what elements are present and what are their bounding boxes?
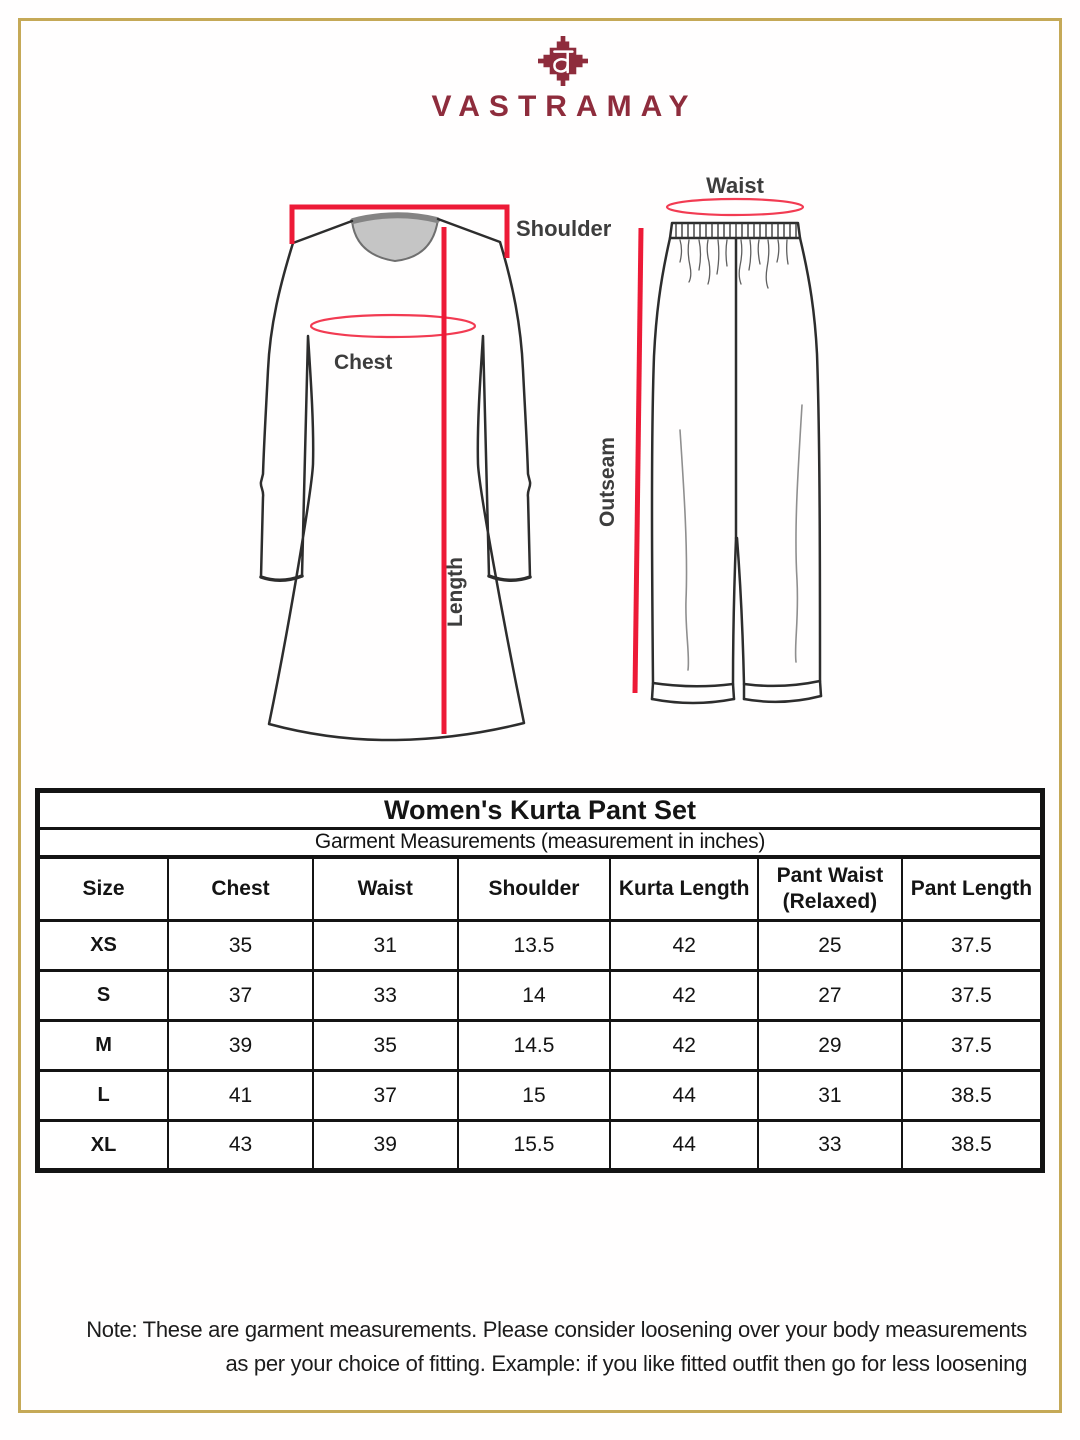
pants-right-outer (798, 236, 823, 698)
waist-label: Waist (706, 173, 765, 198)
pants-right-hem (742, 679, 823, 704)
pants-waistband-ticks (675, 223, 797, 238)
pants-left-hem (650, 681, 736, 705)
cell-chest: 43 (167, 1119, 314, 1172)
cell-kurta-length: 42 (609, 1019, 760, 1072)
note-line-2: as per your choice of fitting. Example: … (225, 1351, 1027, 1376)
cell-chest: 41 (167, 1069, 314, 1122)
cell-waist: 37 (311, 1069, 459, 1122)
cell-pant-waist: 25 (757, 919, 903, 972)
cell-chest: 39 (167, 1019, 314, 1072)
cell-shoulder: 15.5 (456, 1119, 612, 1172)
col-header-pant-length: Pant Length (900, 855, 1044, 922)
cell-pant-length: 37.5 (900, 919, 1044, 972)
col-header-size: Size (36, 855, 170, 922)
cell-pant-waist: 27 (757, 969, 903, 1022)
kurta-neckline (351, 213, 439, 262)
kurta-outline (259, 217, 532, 742)
table-subtitle-row: Garment Measurements (measurement in inc… (36, 827, 1044, 859)
col-header-waist: Waist (311, 855, 459, 922)
table-row-s: S 37 33 14 42 27 37.5 (36, 969, 1044, 1022)
chest-label: Chest (334, 351, 392, 374)
cell-waist: 39 (311, 1119, 459, 1172)
cell-kurta-length: 42 (609, 919, 760, 972)
table-row-l: L 41 37 15 44 31 38.5 (36, 1069, 1044, 1122)
pants-left-outer (650, 236, 672, 701)
cell-size: XL (36, 1119, 170, 1172)
cell-shoulder: 15 (456, 1069, 612, 1122)
cell-shoulder: 13.5 (456, 919, 612, 972)
brand-name: VASTRAMAY (431, 90, 698, 123)
cell-waist: 33 (311, 969, 459, 1022)
cell-waist: 31 (311, 919, 459, 972)
size-chart-table: Women's Kurta Pant Set Garment Measureme… (35, 788, 1045, 1173)
pants-gathers (679, 239, 789, 289)
cell-size: XS (36, 919, 170, 972)
table-row-xl: XL 43 39 15.5 44 33 38.5 (36, 1119, 1044, 1172)
col-header-shoulder: Shoulder (456, 855, 612, 922)
chest-measure-ellipse (309, 313, 477, 339)
waist-measure-ellipse (665, 197, 805, 217)
table-row-m: M 39 35 14.5 42 29 37.5 (36, 1019, 1044, 1072)
cell-chest: 35 (167, 919, 314, 972)
cell-kurta-length: 44 (609, 1119, 760, 1172)
pants-crease-lines (679, 404, 803, 671)
col-header-chest: Chest (167, 855, 314, 922)
measurement-note: Note: These are garment measurements. Pl… (43, 1313, 1027, 1381)
cell-chest: 37 (167, 969, 314, 1022)
kurta-diagram (259, 212, 532, 742)
devanagari-va-glyph (553, 50, 574, 74)
cell-pant-waist: 33 (757, 1119, 903, 1172)
outseam-measure-line (632, 227, 644, 694)
measurement-diagram: Shoulder Chest Length Waist Outseam (259, 173, 823, 742)
outseam-label: Outseam (596, 437, 619, 527)
cell-pant-length: 38.5 (900, 1069, 1044, 1122)
cell-pant-length: 37.5 (900, 1019, 1044, 1072)
cell-pant-waist: 31 (757, 1069, 903, 1122)
table-title-row: Women's Kurta Pant Set (36, 789, 1044, 830)
table-title: Women's Kurta Pant Set (36, 789, 1044, 830)
pants-left-inner (731, 536, 738, 701)
cell-pant-length: 38.5 (900, 1119, 1044, 1172)
cell-pant-length: 37.5 (900, 969, 1044, 1022)
shoulder-label: Shoulder (516, 216, 612, 241)
pants-waistband (668, 221, 802, 240)
kurta-right-cuff (487, 574, 532, 582)
cell-pant-waist: 29 (757, 1019, 903, 1072)
cell-shoulder: 14 (456, 969, 612, 1022)
kurta-left-cuff (259, 574, 304, 582)
cell-shoulder: 14.5 (456, 1019, 612, 1072)
shoulder-measure-bracket (289, 204, 510, 258)
table-row-xs: XS 35 31 13.5 42 25 37.5 (36, 919, 1044, 972)
table-header-row: Size Chest Waist Shoulder Kurta Length P… (36, 855, 1044, 922)
col-header-pant-waist: Pant Waist (Relaxed) (757, 855, 903, 922)
cell-size: S (36, 969, 170, 1022)
kurta-neckline-band (350, 212, 440, 224)
pants-right-inner (735, 536, 746, 701)
brand-logo-icon (538, 36, 588, 86)
cell-kurta-length: 42 (609, 969, 760, 1022)
cell-size: L (36, 1069, 170, 1122)
cell-kurta-length: 44 (609, 1069, 760, 1122)
col-header-kurta-length: Kurta Length (609, 855, 760, 922)
table-subtitle: Garment Measurements (measurement in inc… (36, 827, 1044, 859)
cell-size: M (36, 1019, 170, 1072)
note-line-1: Note: These are garment measurements. Pl… (86, 1317, 1027, 1342)
cell-waist: 35 (311, 1019, 459, 1072)
length-label: Length (444, 557, 467, 627)
pants-diagram (650, 221, 823, 705)
